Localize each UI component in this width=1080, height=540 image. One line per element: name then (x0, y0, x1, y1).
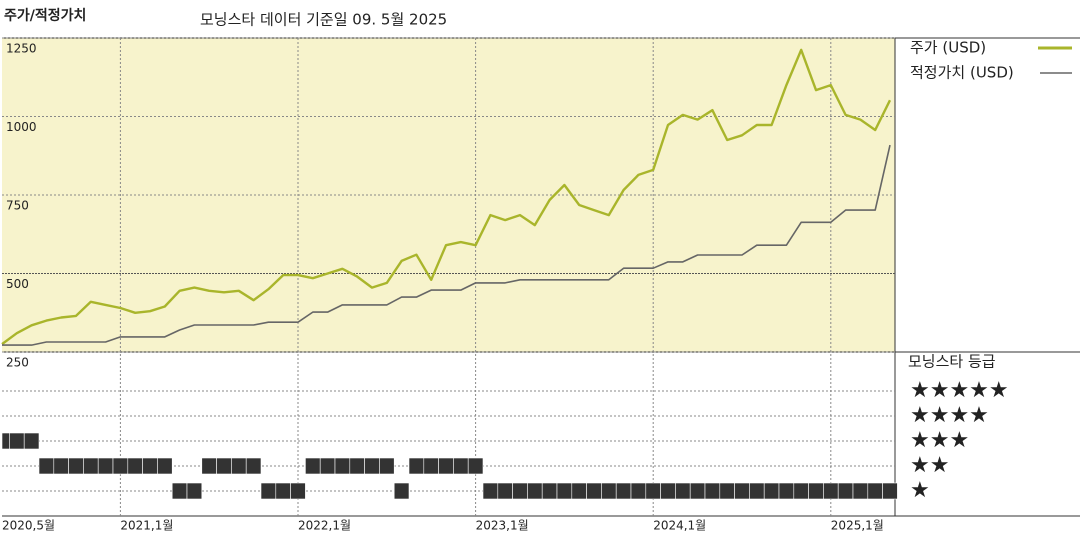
rating-bar (438, 457, 454, 475)
rating-bar (882, 482, 898, 500)
rating-bar (556, 482, 573, 500)
x-tick-label: 2022,1월 (298, 519, 351, 533)
x-tick-label: 2024,1월 (653, 519, 706, 533)
rating-bar (142, 457, 158, 475)
x-tick-label: 2021,1월 (120, 519, 173, 533)
rating-bar (393, 482, 410, 500)
y-tick-label: 250 (6, 356, 29, 370)
x-tick-label: 2023,1월 (476, 519, 529, 533)
rating-title: 모닝스타 등급 (908, 353, 996, 371)
rating-bar (867, 482, 883, 500)
x-tick-label: 2025,1월 (831, 519, 884, 533)
rating-bar (245, 457, 262, 475)
rating-bar (689, 482, 706, 500)
rating-bar (808, 482, 824, 500)
rating-bar (823, 482, 839, 500)
rating-bar (1, 432, 10, 450)
rating-bar (171, 482, 188, 500)
rating-bar (23, 432, 40, 450)
rating-bar (231, 457, 247, 475)
legend-label: 주가 (USD) (910, 39, 986, 57)
rating-legend-label: ★★★ (910, 428, 969, 453)
rating-bar (216, 457, 232, 475)
rating-bar (660, 482, 676, 500)
rating-bar (260, 482, 277, 500)
rating-legend-label: ★ (910, 478, 930, 503)
rating-bar (482, 482, 499, 500)
rating-legend-label: ★★ (910, 453, 949, 478)
rating-bar (379, 457, 395, 475)
rating-bar (83, 457, 99, 475)
rating-bar (512, 482, 528, 500)
rating-bar (704, 482, 721, 500)
rating-bar (275, 482, 291, 500)
x-tick-label: 2020,5월 (2, 519, 55, 533)
rating-bar (319, 457, 336, 475)
rating-bar (719, 482, 735, 500)
y-tick-label: 750 (6, 199, 29, 213)
rating-bar (68, 457, 84, 475)
rating-bar (749, 482, 765, 500)
rating-bar (778, 482, 795, 500)
legend-label: 적정가치 (USD) (910, 64, 1014, 82)
rating-bar (453, 457, 469, 475)
rating-bar (157, 457, 173, 475)
rating-bar (127, 457, 143, 475)
rating-bar (305, 457, 321, 475)
rating-bar (408, 457, 425, 475)
rating-bar (852, 482, 869, 500)
rating-bar (734, 482, 750, 500)
rating-bar (571, 482, 587, 500)
rating-bar (201, 457, 217, 475)
rating-bar (97, 457, 114, 475)
rating-bar (675, 482, 691, 500)
chart-subtitle: 모닝스타 데이터 기준일 09. 5월 2025 (200, 11, 447, 29)
rating-bar (645, 482, 661, 500)
rating-bar (53, 457, 69, 475)
rating-bar (290, 482, 306, 500)
rating-bar (112, 457, 129, 475)
chart-title: 주가/적정가치 (4, 7, 86, 24)
series-line (2, 144, 891, 346)
y-tick-label: 1000 (6, 120, 37, 134)
rating-bar (364, 457, 380, 475)
rating-bar (527, 482, 543, 500)
rating-bar (334, 457, 351, 475)
y-tick-label: 500 (6, 277, 29, 291)
y-tick-label: 1250 (6, 42, 37, 56)
rating-bar (793, 482, 809, 500)
rating-bar (586, 482, 602, 500)
rating-bar (837, 482, 854, 500)
rating-bar (349, 457, 365, 475)
rating-bar (763, 482, 780, 500)
rating-bar (38, 457, 55, 475)
rating-bar (615, 482, 632, 500)
rating-bar (467, 457, 484, 475)
rating-bar (423, 457, 439, 475)
rating-bar (9, 432, 25, 450)
rating-bar (541, 482, 558, 500)
rating-legend-label: ★★★★★ (910, 378, 1009, 403)
rating-bar (601, 482, 617, 500)
series-line (1, 48, 892, 346)
rating-legend-label: ★★★★ (910, 403, 989, 428)
rating-bar (630, 482, 647, 500)
rating-bar (186, 482, 203, 500)
rating-bar (497, 482, 513, 500)
